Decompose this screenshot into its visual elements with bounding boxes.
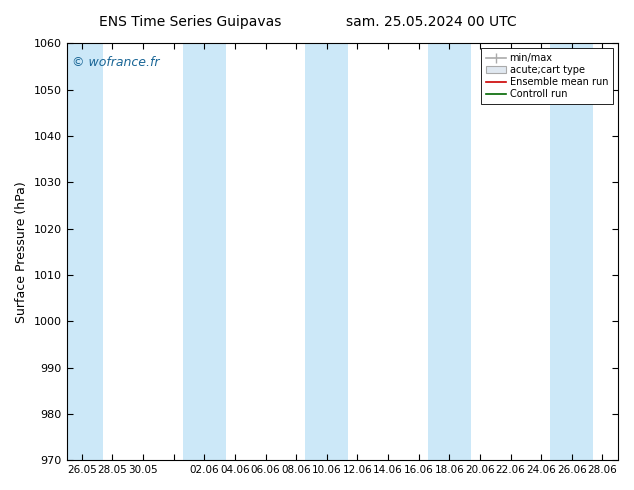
Y-axis label: Surface Pressure (hPa): Surface Pressure (hPa): [15, 181, 28, 323]
Bar: [306, 44, 348, 460]
Text: ENS Time Series Guipavas: ENS Time Series Guipavas: [99, 15, 281, 29]
Bar: [183, 44, 226, 460]
Text: © wofrance.fr: © wofrance.fr: [72, 56, 160, 69]
Legend: min/max, acute;cart type, Ensemble mean run, Controll run: min/max, acute;cart type, Ensemble mean …: [481, 49, 613, 104]
Bar: [60, 44, 103, 460]
Text: sam. 25.05.2024 00 UTC: sam. 25.05.2024 00 UTC: [346, 15, 517, 29]
Bar: [550, 44, 593, 460]
Bar: [428, 44, 471, 460]
